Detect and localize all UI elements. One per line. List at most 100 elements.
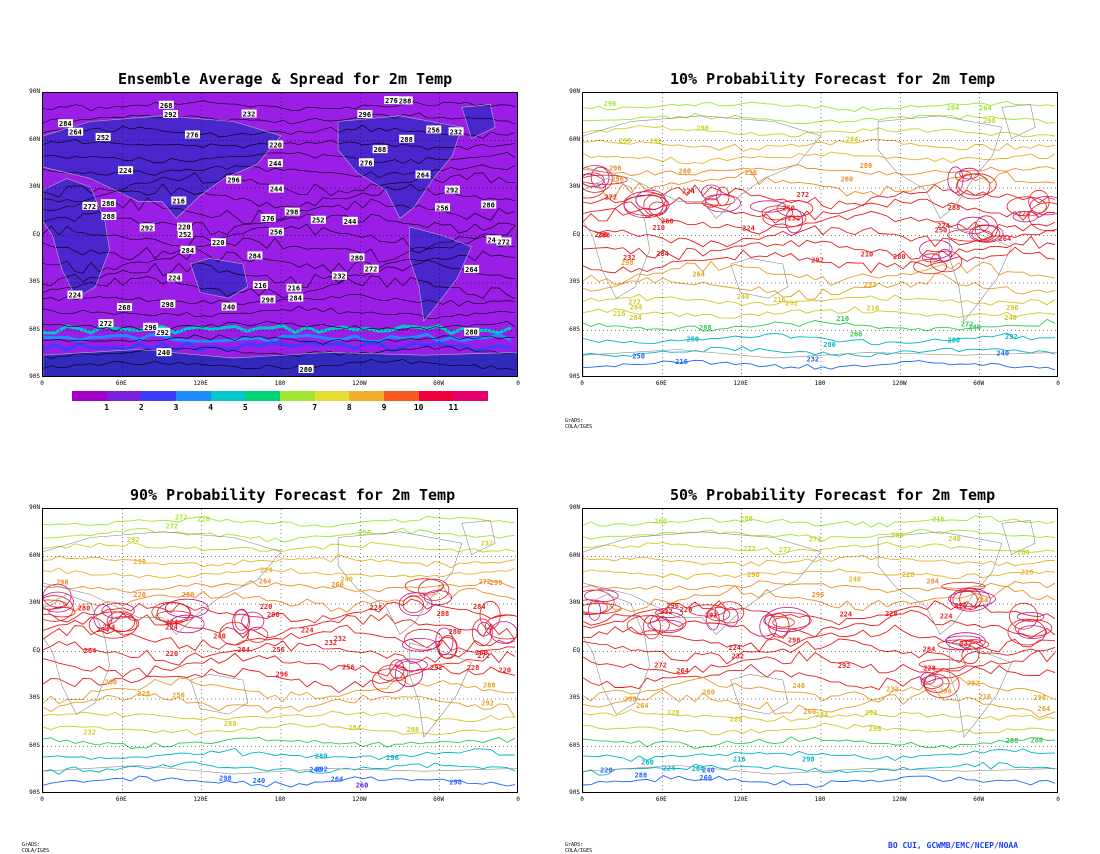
land-contour xyxy=(762,208,807,228)
contour-label: 224 xyxy=(839,611,852,619)
land-contour xyxy=(959,167,980,180)
label-box xyxy=(358,158,374,167)
contour-label: 224 xyxy=(69,292,82,300)
lat-tick-label: 30S xyxy=(29,694,40,701)
contour-label: 224 xyxy=(742,225,755,233)
map-plot: 250 264 272 280 284 288 292 296 298 240 232 224 216 2… xyxy=(582,92,1058,377)
land-contour xyxy=(43,595,74,622)
lon-tick-label: 0 xyxy=(516,796,520,803)
contour-label: 272 xyxy=(165,522,178,530)
land-contour xyxy=(922,673,950,693)
land-contour xyxy=(655,607,684,619)
label-box xyxy=(101,211,117,220)
spread-land-patch xyxy=(43,115,281,219)
contour-line xyxy=(583,318,1056,332)
land-contour xyxy=(234,608,249,631)
contour-label: 216 xyxy=(675,358,688,366)
colorbar-swatch xyxy=(72,391,108,401)
land-contour xyxy=(937,639,983,651)
contour-label: 260 xyxy=(661,218,674,226)
contour-label: 298 xyxy=(490,579,503,587)
contour-label: 232 xyxy=(806,355,819,363)
coastline xyxy=(190,257,249,299)
land-contour xyxy=(1028,202,1057,232)
lat-tick-label: 90N xyxy=(29,504,40,511)
land-contour xyxy=(43,583,72,608)
contour-label: 272 xyxy=(365,266,378,274)
contour-label: 280 xyxy=(860,162,873,170)
lon-tick-label: 180 xyxy=(274,796,286,803)
label-box xyxy=(143,322,159,331)
land-contour xyxy=(920,675,944,689)
lon-tick-label: 60E xyxy=(655,380,667,387)
contour-label: 276 xyxy=(186,131,199,139)
contour-label: 284 xyxy=(248,252,261,260)
contour-label: 292 xyxy=(127,536,140,544)
contour-label: 264 xyxy=(465,266,478,274)
contour-label: 298 xyxy=(983,117,996,125)
contour-line xyxy=(43,579,516,594)
contour-label: 272 xyxy=(809,536,822,544)
contour-label: 240 xyxy=(309,766,322,774)
label-box xyxy=(160,299,176,308)
land-contour xyxy=(772,617,795,628)
contour-label: 272 xyxy=(628,299,641,307)
land-contour xyxy=(784,208,803,234)
colorbar-label: 5 xyxy=(242,403,248,412)
contour-label: 272 xyxy=(175,513,188,521)
contour-line xyxy=(583,584,1056,613)
contour-label: 296 xyxy=(144,324,157,332)
land-contour xyxy=(947,590,996,607)
coastline xyxy=(949,226,1012,322)
contour-label: 280 xyxy=(482,202,495,210)
contour-label: 292 xyxy=(481,700,494,708)
land-contour xyxy=(759,614,778,640)
contour-label: 280 xyxy=(315,753,328,761)
lat-tick-label: 30N xyxy=(569,183,580,190)
contour-label: 292 xyxy=(446,187,459,195)
coastline xyxy=(1001,520,1036,556)
contour-line xyxy=(583,246,1056,274)
contour-label: 264 xyxy=(676,667,689,675)
chart-title: 90% Probability Forecast for 2m Temp xyxy=(130,486,456,504)
contour-label: 216 xyxy=(613,310,626,318)
label-box xyxy=(252,280,268,289)
lat-tick-label: 60N xyxy=(569,551,580,559)
land-contour xyxy=(768,613,790,638)
coastline xyxy=(43,765,517,792)
contour-label: 298 xyxy=(621,259,634,267)
contour-label: 296 xyxy=(358,111,371,119)
lon-tick-label: 120W xyxy=(352,796,367,803)
contour-line xyxy=(583,736,1056,750)
lat-tick-label: EQ xyxy=(572,646,580,654)
contour-label: 260 xyxy=(699,774,712,782)
lon-tick-label: 0 xyxy=(40,380,44,387)
contour-label: 298 xyxy=(747,571,760,579)
contour-label: 288 xyxy=(948,204,961,212)
lat-tick-label: 90S xyxy=(569,789,580,796)
land-contour xyxy=(241,611,265,631)
lon-tick-label: 60E xyxy=(655,796,667,803)
contour-line xyxy=(43,334,516,345)
contour-svg: 272 280 284 288 292 296 298 264 256 240 232 224 228 2… xyxy=(43,509,517,792)
land-contour xyxy=(88,611,138,639)
land-contour xyxy=(246,626,269,643)
contour-line xyxy=(43,711,516,723)
lon-tick-label: 180 xyxy=(274,380,286,387)
contour-label: 252 xyxy=(97,134,110,142)
lat-tick-label: 90N xyxy=(569,88,580,95)
land-contour xyxy=(723,607,739,628)
contour-label: 260 xyxy=(475,649,488,657)
contour-line xyxy=(583,260,1056,287)
contour-line xyxy=(43,320,516,332)
label-box xyxy=(117,302,133,311)
lon-tick-label: 60W xyxy=(433,796,445,803)
contour-line xyxy=(43,723,516,736)
chart-title: 50% Probability Forecast for 2m Temp xyxy=(670,486,996,504)
contour-label: 232 xyxy=(731,652,744,660)
label-box xyxy=(310,215,326,224)
contour-label: 256 xyxy=(358,529,371,537)
footer-credit: BO CUI, GCWMB/EMC/NCEP/NOAA xyxy=(888,841,1019,850)
contour-label: 220 xyxy=(178,224,191,232)
contour-label: 224 xyxy=(301,627,314,635)
